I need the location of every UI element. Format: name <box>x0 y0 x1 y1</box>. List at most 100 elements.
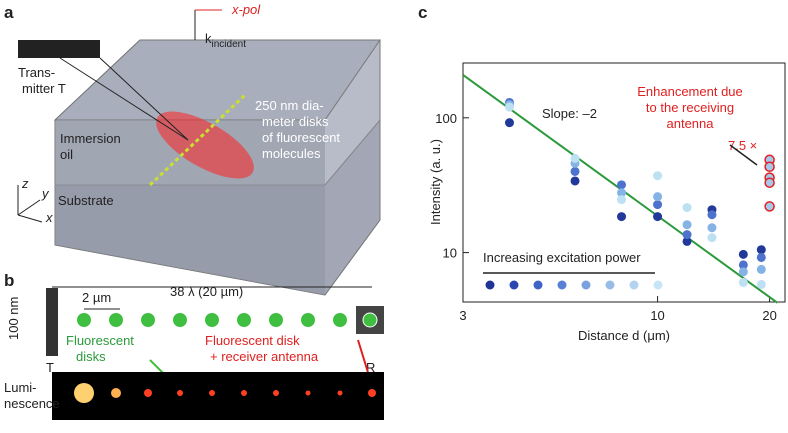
point <box>653 200 663 210</box>
point <box>653 171 663 181</box>
factor: 7.5 × <box>728 138 757 153</box>
point <box>617 195 627 205</box>
point <box>756 264 766 274</box>
panel-a: a Trans-mitter T x-pol kincident 250 nm … <box>4 2 381 296</box>
t: T <box>46 360 54 375</box>
label-line: Lumi- <box>4 380 37 395</box>
power-dot <box>581 280 591 290</box>
spacing: 2 µm <box>82 290 111 305</box>
label-line: oil <box>60 147 73 162</box>
point <box>738 249 748 259</box>
label-line: + receiver antenna <box>210 349 319 364</box>
label-line: Fluorescent <box>66 333 134 348</box>
spots <box>74 383 376 403</box>
axis-letter: y <box>41 186 50 201</box>
annotation: Enhancement due to the receiving antenna <box>637 84 743 131</box>
point <box>682 203 692 213</box>
label: Trans-mitter T <box>18 65 66 96</box>
axis-letter: x <box>45 210 53 225</box>
label-line: 250 nm dia- <box>255 98 324 113</box>
luminescence-image <box>52 372 384 420</box>
point <box>570 176 580 186</box>
label: Substrate <box>58 193 114 208</box>
label: Fluorescent disk + receiver antenna <box>205 333 319 364</box>
length: 38 λ (20 µm) <box>170 284 243 299</box>
point <box>764 201 775 212</box>
pointer <box>59 57 189 141</box>
transmitter-image <box>18 40 100 58</box>
power-dot <box>653 280 663 290</box>
point <box>617 188 627 198</box>
disk-row <box>148 93 247 187</box>
transmitter-image <box>46 288 58 356</box>
label-line: Fluorescent disk <box>205 333 300 348</box>
point <box>707 210 717 220</box>
point <box>707 223 717 233</box>
panel-letter: b <box>4 271 14 290</box>
label-line: of fluorescent <box>262 130 340 145</box>
disks <box>77 313 347 327</box>
x-axis-label: Distance d (μm) <box>578 328 670 343</box>
label: Immersion oil <box>60 131 121 162</box>
axis-letter: z <box>21 176 29 191</box>
point <box>707 233 717 243</box>
label-line: Enhancement due <box>637 84 743 99</box>
glow <box>156 111 254 179</box>
label-line: disks <box>76 349 106 364</box>
receiver-disk <box>362 312 378 328</box>
point <box>738 267 748 277</box>
r: R <box>366 360 375 375</box>
label-line: Immersion <box>60 131 121 146</box>
label-line: Trans- <box>18 65 55 80</box>
plot-frame <box>462 62 786 303</box>
point <box>682 230 692 240</box>
box-top <box>53 39 381 121</box>
pol: x-pol <box>231 2 261 17</box>
label: 250 nm dia-meter disks of fluorescent mole… <box>255 98 340 161</box>
k-symbol: k <box>205 31 212 46</box>
panel-letter: c <box>418 3 427 22</box>
label-line: mitter T <box>22 81 66 96</box>
power-label: Increasing excitation power <box>483 250 641 265</box>
point <box>653 212 663 222</box>
point <box>738 260 748 270</box>
label-line: nescence <box>4 396 60 411</box>
point <box>682 236 692 246</box>
arrow <box>729 144 758 166</box>
width: 100 nm <box>6 297 21 340</box>
pointer <box>99 57 189 141</box>
label: Lumi-nescence <box>4 380 60 411</box>
x-tick-label: 20 <box>762 308 776 323</box>
label: Fluorescent disks <box>66 333 134 364</box>
point <box>738 277 748 287</box>
panel-letter: a <box>4 3 14 22</box>
point <box>756 279 766 289</box>
y-tick-label: 100 <box>435 111 457 126</box>
point <box>756 245 766 255</box>
label-line: to the receiving <box>646 100 734 115</box>
box-front <box>55 120 325 295</box>
y-axis-label: Intensity (a. u.) <box>428 139 443 225</box>
point <box>504 118 514 128</box>
point <box>682 220 692 230</box>
point <box>617 180 627 190</box>
panel-b: b 38 λ (20 µm) 2 µm 100 nm T R Fluoresce… <box>4 271 384 420</box>
point <box>764 177 775 188</box>
y-tick-label: 10 <box>443 246 457 261</box>
fit-label: Slope: –2 <box>542 106 597 121</box>
power-dot <box>533 280 543 290</box>
k-sub: incident <box>212 39 247 50</box>
label-line: molecules <box>262 146 321 161</box>
point <box>504 102 514 112</box>
x-tick-label: 10 <box>650 308 664 323</box>
point <box>653 192 663 202</box>
label-line: meter disks <box>262 114 329 129</box>
point <box>617 212 627 222</box>
x-tick-label: 3 <box>459 308 466 323</box>
axes-icon <box>17 185 43 223</box>
power-dot <box>485 280 495 290</box>
power-dot <box>629 280 639 290</box>
panel-c: c Intensity (a. u.) Distance d (μm) Enha… <box>418 3 786 343</box>
power-dot <box>605 280 615 290</box>
